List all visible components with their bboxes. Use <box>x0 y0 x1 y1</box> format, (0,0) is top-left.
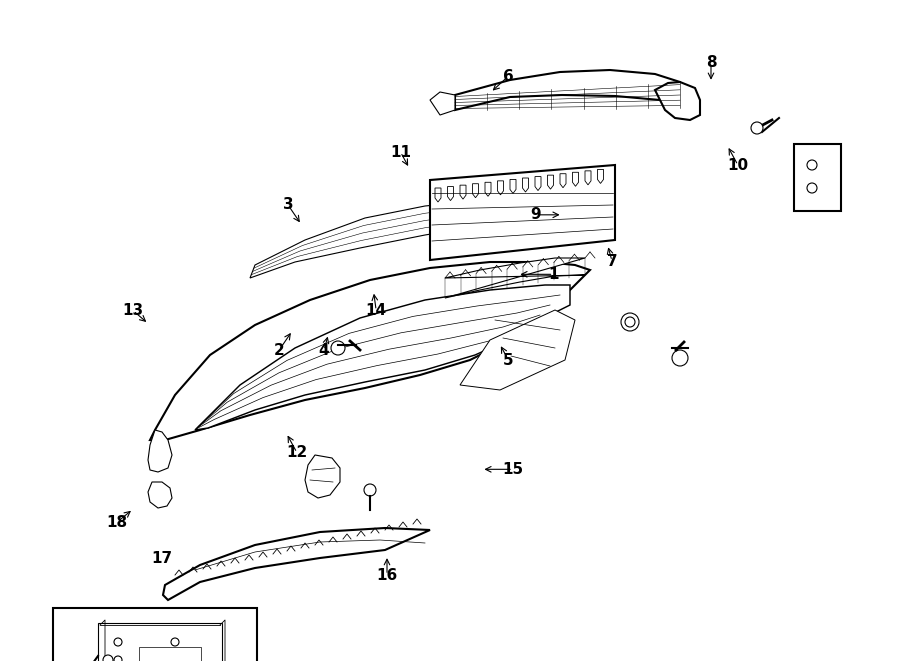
Text: 5: 5 <box>503 353 514 368</box>
Polygon shape <box>195 285 570 430</box>
Circle shape <box>672 350 688 366</box>
Text: 6: 6 <box>503 69 514 83</box>
Polygon shape <box>535 176 541 190</box>
Circle shape <box>751 122 763 134</box>
Polygon shape <box>163 528 430 600</box>
Text: 16: 16 <box>376 568 398 582</box>
Polygon shape <box>150 262 590 440</box>
Polygon shape <box>472 184 479 198</box>
Text: 8: 8 <box>706 56 716 70</box>
Polygon shape <box>430 92 455 115</box>
Polygon shape <box>447 186 454 200</box>
Polygon shape <box>585 171 591 185</box>
Text: 15: 15 <box>502 462 524 477</box>
Polygon shape <box>547 175 553 189</box>
Circle shape <box>621 313 639 331</box>
Circle shape <box>331 341 345 355</box>
Text: 11: 11 <box>390 145 411 159</box>
Text: 4: 4 <box>319 343 329 358</box>
FancyBboxPatch shape <box>98 623 222 661</box>
Polygon shape <box>510 179 516 194</box>
Polygon shape <box>445 258 585 298</box>
Polygon shape <box>560 174 566 188</box>
Polygon shape <box>460 310 575 390</box>
Polygon shape <box>460 185 466 199</box>
Text: 1: 1 <box>548 267 559 282</box>
Polygon shape <box>572 173 579 186</box>
Circle shape <box>625 317 635 327</box>
Polygon shape <box>305 455 340 498</box>
FancyBboxPatch shape <box>53 608 257 661</box>
Text: 14: 14 <box>365 303 387 318</box>
Polygon shape <box>148 430 172 472</box>
Polygon shape <box>148 482 172 508</box>
Text: 18: 18 <box>106 515 128 529</box>
Text: 10: 10 <box>727 158 749 173</box>
Polygon shape <box>455 70 680 110</box>
Polygon shape <box>498 181 503 195</box>
Polygon shape <box>523 178 528 192</box>
Circle shape <box>114 638 122 646</box>
Text: 13: 13 <box>122 303 144 318</box>
FancyBboxPatch shape <box>139 647 201 661</box>
Circle shape <box>103 655 113 661</box>
Text: 9: 9 <box>530 208 541 222</box>
Text: 3: 3 <box>283 198 293 212</box>
Polygon shape <box>250 198 565 278</box>
Polygon shape <box>485 182 491 196</box>
Circle shape <box>171 638 179 646</box>
Polygon shape <box>430 165 615 260</box>
Polygon shape <box>598 169 604 184</box>
Text: 2: 2 <box>274 343 284 358</box>
Text: 12: 12 <box>286 446 308 460</box>
Circle shape <box>807 183 817 193</box>
Text: 7: 7 <box>607 254 617 268</box>
Text: 17: 17 <box>151 551 173 566</box>
Polygon shape <box>435 188 441 202</box>
Polygon shape <box>655 82 700 120</box>
FancyBboxPatch shape <box>794 144 841 211</box>
Circle shape <box>364 484 376 496</box>
Circle shape <box>114 656 122 661</box>
Circle shape <box>807 160 817 170</box>
